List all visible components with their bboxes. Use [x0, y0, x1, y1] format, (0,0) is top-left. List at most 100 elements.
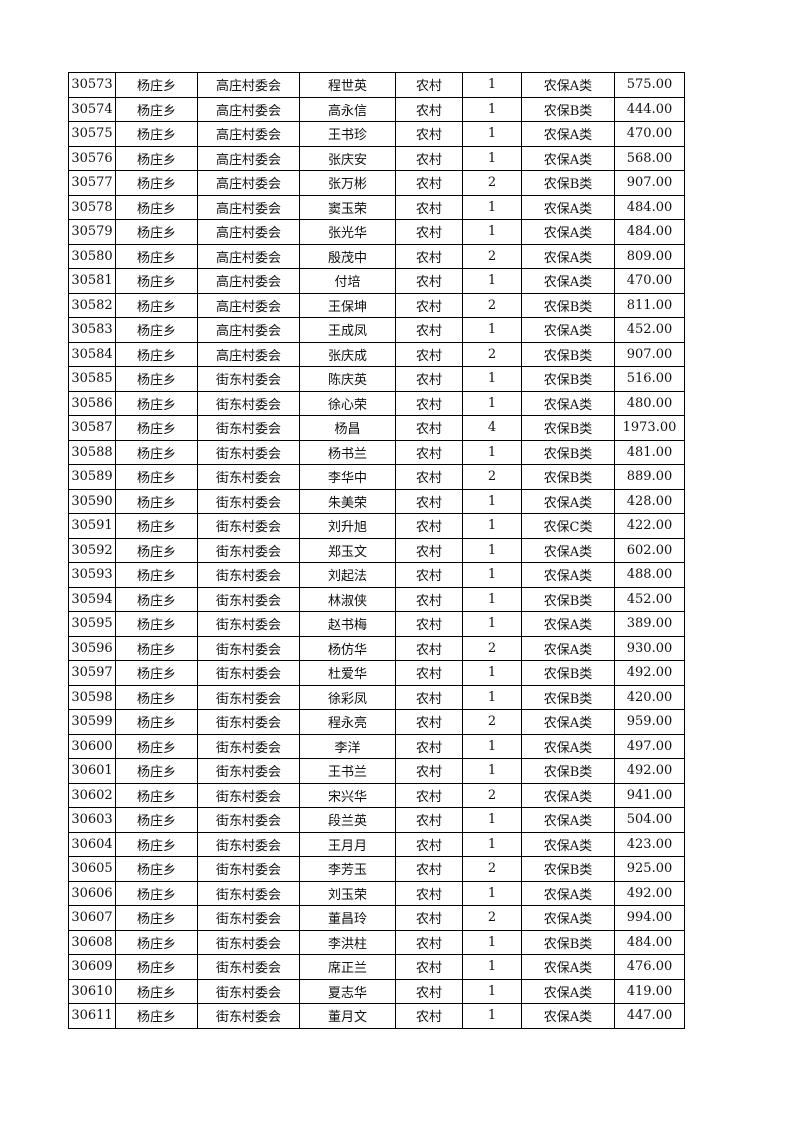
- cell-count: 1: [462, 390, 522, 416]
- cell-name: 李华中: [299, 464, 396, 490]
- cell-count: 1: [462, 684, 522, 710]
- cell-category: 农保B类: [521, 660, 615, 686]
- table-row: 30578 杨庄乡 高庄村委会 窦玉荣 农村 1 农保A类 484.00: [68, 194, 685, 220]
- cell-amount: 941.00: [614, 782, 685, 808]
- cell-amount: 575.00: [614, 72, 685, 98]
- cell-amount: 907.00: [614, 341, 685, 367]
- cell-name: 杨昌: [299, 415, 396, 441]
- cell-township: 杨庄乡: [115, 1003, 198, 1029]
- cell-village-committee: 高庄村委会: [197, 243, 300, 269]
- cell-category: 农保B类: [521, 464, 615, 490]
- cell-village-committee: 街东村委会: [197, 415, 300, 441]
- cell-township: 杨庄乡: [115, 807, 198, 833]
- cell-household-type: 农村: [395, 513, 463, 539]
- cell-household-type: 农村: [395, 415, 463, 441]
- cell-count: 1: [462, 537, 522, 563]
- cell-township: 杨庄乡: [115, 341, 198, 367]
- cell-village-committee: 街东村委会: [197, 684, 300, 710]
- cell-name: 高永信: [299, 96, 396, 122]
- cell-category: 农保A类: [521, 807, 615, 833]
- cell-name: 刘升旭: [299, 513, 396, 539]
- cell-household-type: 农村: [395, 194, 463, 220]
- cell-category: 农保A类: [521, 243, 615, 269]
- table-row: 30586 杨庄乡 街东村委会 徐心荣 农村 1 农保A类 480.00: [68, 390, 685, 416]
- cell-name: 付培: [299, 268, 396, 294]
- cell-village-committee: 高庄村委会: [197, 72, 300, 98]
- cell-household-type: 农村: [395, 96, 463, 122]
- table-row: 30594 杨庄乡 街东村委会 林淑侠 农村 1 农保B类 452.00: [68, 586, 685, 612]
- cell-household-type: 农村: [395, 733, 463, 759]
- cell-household-type: 农村: [395, 954, 463, 980]
- cell-name: 王书珍: [299, 121, 396, 147]
- cell-amount: 492.00: [614, 880, 685, 906]
- cell-id: 30608: [68, 929, 116, 955]
- cell-amount: 470.00: [614, 268, 685, 294]
- table-row: 30604 杨庄乡 街东村委会 王月月 农村 1 农保A类 423.00: [68, 831, 685, 857]
- cell-village-committee: 街东村委会: [197, 954, 300, 980]
- cell-name: 杜爱华: [299, 660, 396, 686]
- cell-name: 宋兴华: [299, 782, 396, 808]
- table-row: 30592 杨庄乡 街东村委会 郑玉文 农村 1 农保A类 602.00: [68, 537, 685, 563]
- cell-name: 杨仿华: [299, 635, 396, 661]
- cell-count: 2: [462, 243, 522, 269]
- cell-id: 30595: [68, 611, 116, 637]
- cell-id: 30596: [68, 635, 116, 661]
- cell-category: 农保A类: [521, 72, 615, 98]
- cell-category: 农保A类: [521, 954, 615, 980]
- cell-amount: 568.00: [614, 145, 685, 171]
- cell-township: 杨庄乡: [115, 562, 198, 588]
- cell-count: 1: [462, 366, 522, 392]
- cell-count: 1: [462, 72, 522, 98]
- cell-village-committee: 街东村委会: [197, 807, 300, 833]
- cell-household-type: 农村: [395, 243, 463, 269]
- table-row: 30609 杨庄乡 街东村委会 席正兰 农村 1 农保A类 476.00: [68, 954, 685, 980]
- cell-household-type: 农村: [395, 929, 463, 955]
- cell-count: 1: [462, 488, 522, 514]
- cell-village-committee: 高庄村委会: [197, 268, 300, 294]
- cell-township: 杨庄乡: [115, 464, 198, 490]
- cell-amount: 419.00: [614, 978, 685, 1004]
- cell-name: 程世英: [299, 72, 396, 98]
- cell-category: 农保A类: [521, 635, 615, 661]
- cell-category: 农保A类: [521, 782, 615, 808]
- cell-name: 李洪柱: [299, 929, 396, 955]
- table-row: 30579 杨庄乡 高庄村委会 张光华 农村 1 农保A类 484.00: [68, 219, 685, 245]
- cell-id: 30576: [68, 145, 116, 171]
- cell-amount: 422.00: [614, 513, 685, 539]
- cell-count: 2: [462, 905, 522, 931]
- cell-name: 刘玉荣: [299, 880, 396, 906]
- cell-name: 董昌玲: [299, 905, 396, 931]
- cell-count: 2: [462, 464, 522, 490]
- cell-township: 杨庄乡: [115, 390, 198, 416]
- cell-count: 1: [462, 513, 522, 539]
- cell-name: 张庆安: [299, 145, 396, 171]
- cell-name: 王成凤: [299, 317, 396, 343]
- cell-amount: 420.00: [614, 684, 685, 710]
- cell-count: 1: [462, 929, 522, 955]
- cell-village-committee: 街东村委会: [197, 439, 300, 465]
- cell-id: 30606: [68, 880, 116, 906]
- table-row: 30595 杨庄乡 街东村委会 赵书梅 农村 1 农保A类 389.00: [68, 611, 685, 637]
- cell-village-committee: 高庄村委会: [197, 194, 300, 220]
- cell-amount: 452.00: [614, 317, 685, 343]
- cell-township: 杨庄乡: [115, 978, 198, 1004]
- cell-category: 农保A类: [521, 488, 615, 514]
- cell-amount: 389.00: [614, 611, 685, 637]
- cell-category: 农保A类: [521, 219, 615, 245]
- cell-id: 30607: [68, 905, 116, 931]
- table-row: 30608 杨庄乡 街东村委会 李洪柱 农村 1 农保B类 484.00: [68, 929, 685, 955]
- cell-id: 30582: [68, 292, 116, 318]
- cell-household-type: 农村: [395, 611, 463, 637]
- table-row: 30596 杨庄乡 街东村委会 杨仿华 农村 2 农保A类 930.00: [68, 635, 685, 661]
- table-body: 30573 杨庄乡 高庄村委会 程世英 农村 1 农保A类 575.00 30574 杨庄乡 高庄村…: [68, 72, 685, 1029]
- cell-village-committee: 街东村委会: [197, 488, 300, 514]
- cell-township: 杨庄乡: [115, 439, 198, 465]
- cell-id: 30583: [68, 317, 116, 343]
- cell-amount: 484.00: [614, 194, 685, 220]
- cell-name: 王书兰: [299, 758, 396, 784]
- cell-household-type: 农村: [395, 341, 463, 367]
- cell-village-committee: 街东村委会: [197, 562, 300, 588]
- cell-village-committee: 街东村委会: [197, 782, 300, 808]
- cell-count: 1: [462, 268, 522, 294]
- cell-village-committee: 街东村委会: [197, 611, 300, 637]
